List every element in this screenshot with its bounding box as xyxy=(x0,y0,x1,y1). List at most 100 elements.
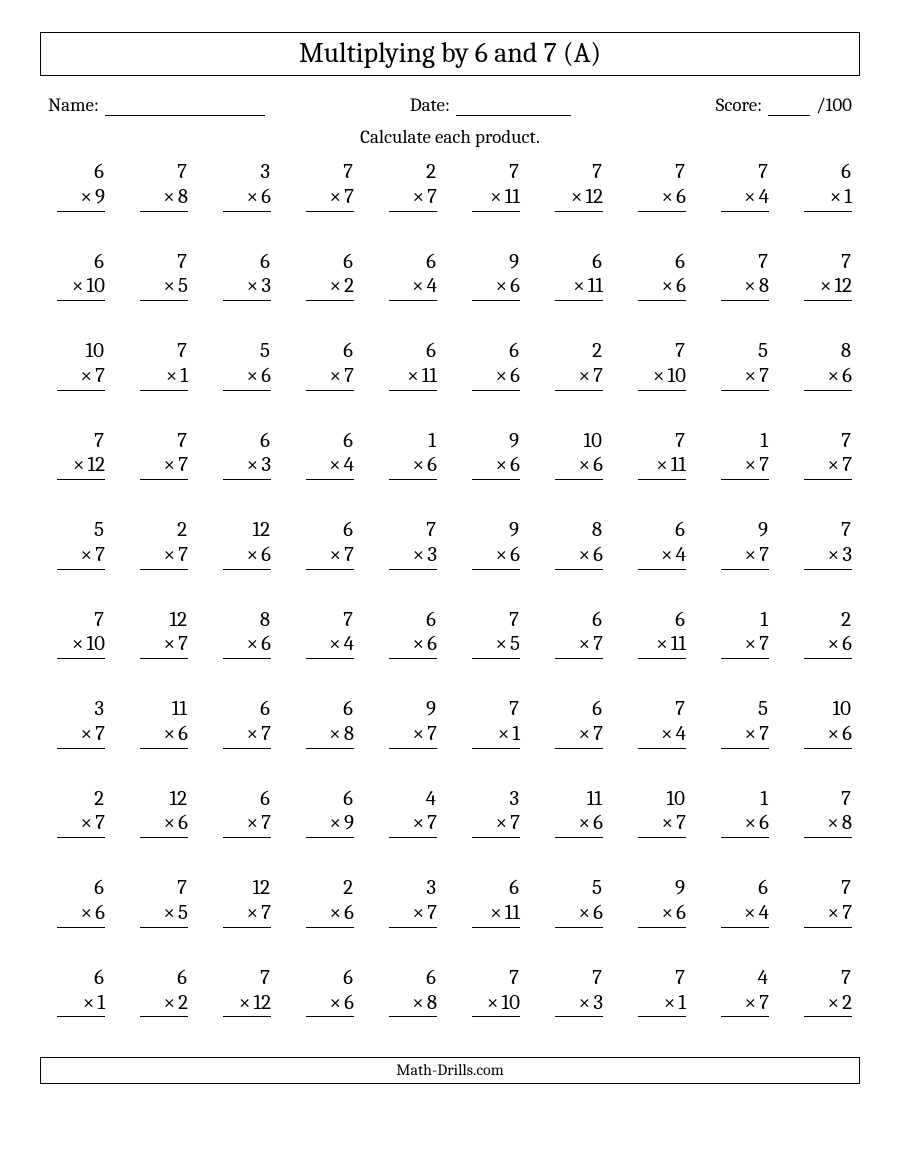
multiplication-problem: 3×7 xyxy=(42,697,111,749)
times-icon: × xyxy=(827,364,839,388)
multiplier-row: ×6 xyxy=(223,364,271,391)
multiplier-row: ×6 xyxy=(555,901,603,928)
multiplicand: 2 xyxy=(426,160,437,185)
multiplier-row: ×10 xyxy=(472,991,520,1018)
multiplier: 3 xyxy=(842,543,852,567)
multiplication-problem: 6×6 xyxy=(291,966,360,1018)
multiplier-row: ×1 xyxy=(140,364,188,391)
times-icon: × xyxy=(498,722,510,746)
times-icon: × xyxy=(578,722,590,746)
multiplier-row: ×1 xyxy=(472,722,520,749)
multiplier: 1 xyxy=(678,991,686,1015)
multiplier: 12 xyxy=(834,274,852,298)
times-icon: × xyxy=(664,991,676,1015)
multiplicand: 4 xyxy=(426,787,437,812)
page-title: Multiplying by 6 and 7 (A) xyxy=(40,32,860,76)
multiplication-problem: 7×12 xyxy=(208,966,277,1018)
multiplicand: 6 xyxy=(675,608,686,633)
multiplication-problem: 4×7 xyxy=(706,966,775,1018)
multiplicand: 8 xyxy=(260,608,271,633)
date-blank[interactable] xyxy=(456,95,571,116)
multiplication-problem: 7×12 xyxy=(789,250,858,302)
score-label: Score: xyxy=(716,94,762,116)
multiplication-problem: 6×2 xyxy=(291,250,360,302)
multiplier-row: ×7 xyxy=(306,543,354,570)
multiplier: 7 xyxy=(427,901,437,925)
times-icon: × xyxy=(412,722,424,746)
multiplier-row: ×7 xyxy=(721,543,769,570)
multiplication-problem: 6×7 xyxy=(540,608,609,660)
multiplier-row: ×6 xyxy=(223,632,271,659)
multiplicand: 7 xyxy=(260,966,271,991)
times-icon: × xyxy=(495,543,507,567)
multiplier-row: ×7 xyxy=(804,901,852,928)
multiplicand: 2 xyxy=(592,339,603,364)
multiplier-row: ×7 xyxy=(389,722,437,749)
times-icon: × xyxy=(246,543,258,567)
multiplication-problem: 9×6 xyxy=(457,250,526,302)
times-icon: × xyxy=(80,364,92,388)
times-icon: × xyxy=(744,274,756,298)
multiplicand: 7 xyxy=(675,429,686,454)
multiplicand: 6 xyxy=(94,876,105,901)
times-icon: × xyxy=(578,543,590,567)
multiplicand: 6 xyxy=(94,966,105,991)
multiplier-row: ×8 xyxy=(306,722,354,749)
multiplier: 7 xyxy=(759,991,769,1015)
multiplier-row: ×6 xyxy=(306,991,354,1018)
times-icon: × xyxy=(744,632,756,656)
multiplicand: 7 xyxy=(758,250,769,275)
multiplier: 6 xyxy=(344,991,354,1015)
multiplier: 6 xyxy=(261,543,271,567)
multiplicand: 6 xyxy=(94,160,105,185)
multiplication-problem: 7×2 xyxy=(789,966,858,1018)
multiplier: 6 xyxy=(261,632,271,656)
score-blank[interactable] xyxy=(768,95,810,116)
multiplicand: 9 xyxy=(509,518,520,543)
multiplication-problem: 12×6 xyxy=(125,787,194,839)
times-icon: × xyxy=(495,364,507,388)
multiplicand: 7 xyxy=(177,160,188,185)
multiplier: 7 xyxy=(676,811,686,835)
name-blank[interactable] xyxy=(105,95,265,116)
times-icon: × xyxy=(578,632,590,656)
times-icon: × xyxy=(744,901,756,925)
multiplier-row: ×4 xyxy=(721,901,769,928)
multiplier: 3 xyxy=(427,543,437,567)
multiplier-row: ×7 xyxy=(721,453,769,480)
multiplier: 2 xyxy=(178,991,188,1015)
multiplier-row: ×4 xyxy=(721,185,769,212)
multiplication-problem: 6×3 xyxy=(208,429,277,481)
multiplier: 7 xyxy=(759,722,769,746)
multiplication-problem: 7×11 xyxy=(457,160,526,212)
multiplier: 7 xyxy=(344,543,354,567)
multiplicand: 6 xyxy=(260,697,271,722)
multiplier-row: ×12 xyxy=(804,274,852,301)
times-icon: × xyxy=(578,901,590,925)
multiplicand: 4 xyxy=(758,966,769,991)
multiplier: 6 xyxy=(261,364,271,388)
times-icon: × xyxy=(329,722,341,746)
multiplier: 10 xyxy=(87,274,105,298)
multiplier-row: ×10 xyxy=(57,274,105,301)
times-icon: × xyxy=(495,453,507,477)
multiplier: 7 xyxy=(593,722,603,746)
multiplier-row: ×6 xyxy=(555,453,603,480)
multiplication-problem: 2×6 xyxy=(789,608,858,660)
multiplier: 3 xyxy=(261,274,271,298)
times-icon: × xyxy=(827,991,839,1015)
multiplication-problem: 2×6 xyxy=(291,876,360,928)
multiplier-row: ×7 xyxy=(140,543,188,570)
multiplier-row: ×7 xyxy=(57,543,105,570)
multiplication-problem: 7×5 xyxy=(125,250,194,302)
times-icon: × xyxy=(744,722,756,746)
times-icon: × xyxy=(412,274,424,298)
times-icon: × xyxy=(412,901,424,925)
multiplier: 4 xyxy=(427,274,437,298)
multiplication-problem: 6×4 xyxy=(291,429,360,481)
multiplier-row: ×7 xyxy=(306,185,354,212)
times-icon: × xyxy=(247,453,259,477)
multiplication-problem: 6×7 xyxy=(291,339,360,391)
multiplier: 6 xyxy=(593,811,603,835)
multiplicand: 8 xyxy=(592,518,603,543)
